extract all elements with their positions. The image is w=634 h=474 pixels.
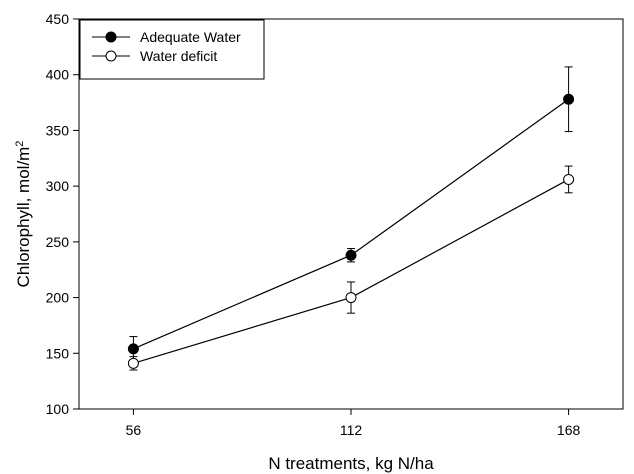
series-line-water-deficit <box>133 178 569 364</box>
y-tick-label: 400 <box>46 67 70 83</box>
data-point-water-deficit <box>563 173 575 185</box>
data-point-water-deficit <box>345 292 357 304</box>
legend-label-adequate-water: Adequate Water <box>140 29 241 45</box>
series-adequate-water <box>127 66 575 362</box>
y-tick-label: 450 <box>46 11 70 27</box>
y-tick-label: 300 <box>46 178 70 194</box>
legend-marker-water-deficit <box>105 50 117 62</box>
data-point-adequate-water <box>127 343 139 355</box>
legend: Adequate Water Water deficit <box>79 19 265 80</box>
series-water-deficit <box>127 165 575 371</box>
y-tick-label: 150 <box>46 345 70 361</box>
series-layer <box>127 66 575 371</box>
y-axis-title: Chlorophyll, mol/m2 <box>14 141 33 288</box>
data-point-water-deficit <box>127 357 139 369</box>
y-tick-label: 350 <box>46 122 70 138</box>
y-tick-label: 100 <box>46 401 70 417</box>
y-axis: 100 150 200 250 300 350 400 450 <box>46 11 79 417</box>
x-axis-title: N treatments, kg N/ha <box>268 454 434 473</box>
x-tick-label: 168 <box>557 422 581 438</box>
legend-marker-adequate-water <box>105 31 117 43</box>
y-tick-label: 250 <box>46 234 70 250</box>
x-tick-label: 56 <box>126 422 142 438</box>
data-point-adequate-water <box>563 93 575 105</box>
y-axis-title-superscript: 2 <box>14 141 26 147</box>
x-tick-label: 112 <box>340 422 363 438</box>
legend-box <box>79 19 265 80</box>
y-tick-label: 200 <box>46 290 70 306</box>
x-axis: 56 112 168 <box>126 409 581 438</box>
data-point-adequate-water <box>345 249 357 261</box>
legend-label-water-deficit: Water deficit <box>140 48 217 64</box>
